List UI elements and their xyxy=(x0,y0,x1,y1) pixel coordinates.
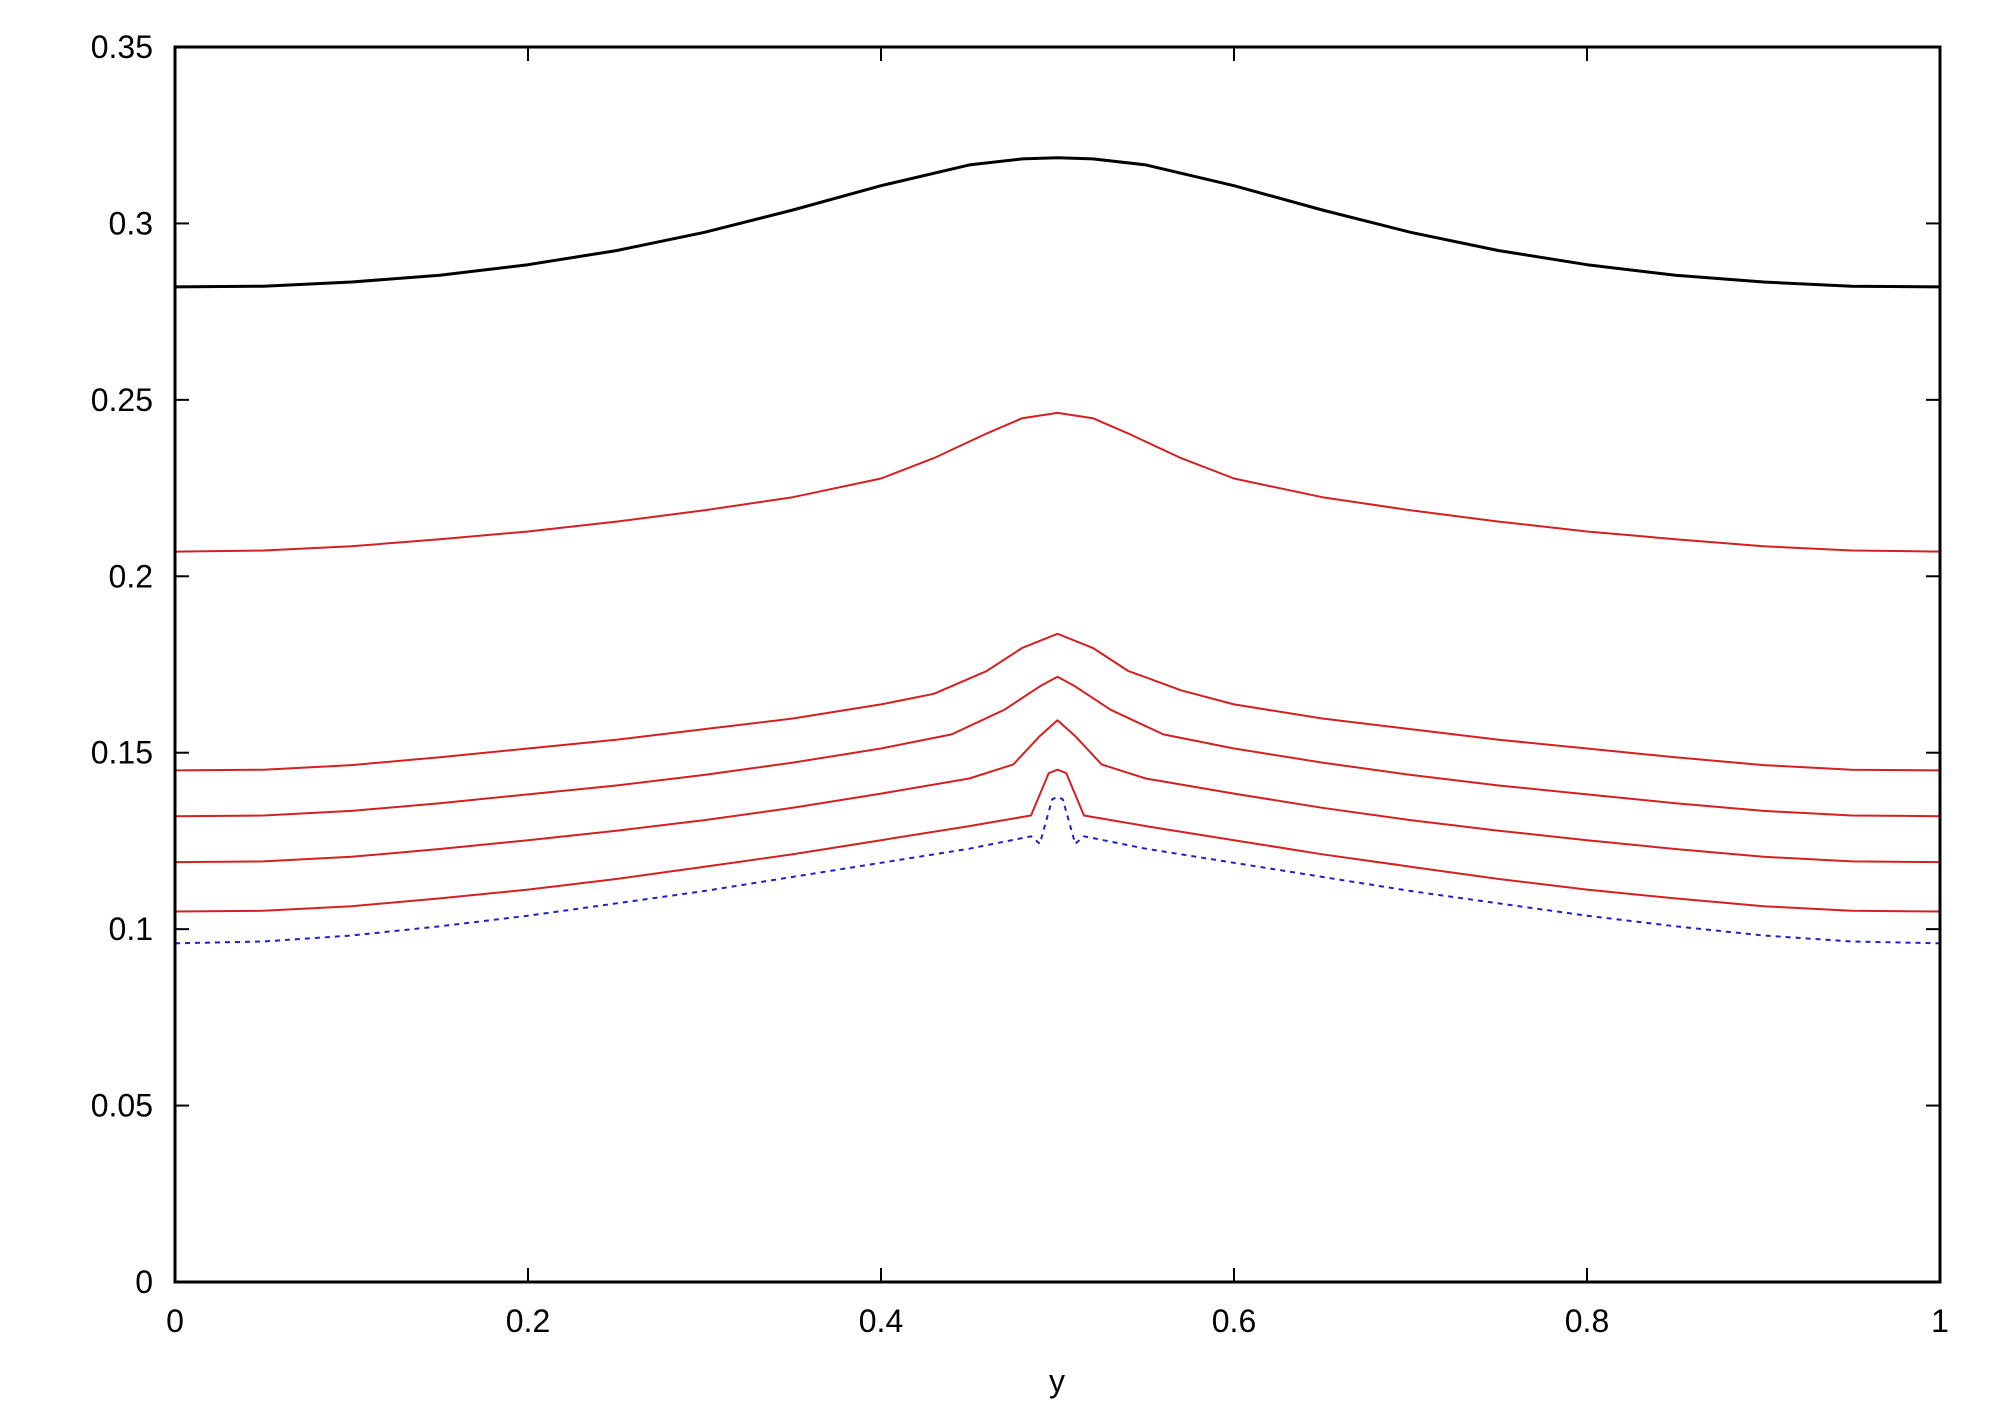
x-tick-label: 1 xyxy=(1931,1303,1949,1339)
x-tick-label: 0.2 xyxy=(506,1303,550,1339)
y-tick-label: 0.15 xyxy=(91,735,153,771)
plot-frame xyxy=(173,45,1942,1284)
x-tick-label: 0.8 xyxy=(1565,1303,1609,1339)
series-line-3 xyxy=(174,632,1941,772)
series-line-5 xyxy=(174,719,1941,864)
x-axis-label: y xyxy=(1049,1363,1065,1399)
series-line-2 xyxy=(174,411,1941,553)
y-tick-label: 0.35 xyxy=(91,29,153,65)
x-tick-label: 0 xyxy=(166,1303,184,1339)
series-line-4 xyxy=(174,675,1941,818)
y-tick-label: 0 xyxy=(135,1264,153,1300)
y-tick-label: 0.3 xyxy=(109,205,153,241)
x-tick-label: 0.4 xyxy=(859,1303,903,1339)
y-tick-label: 0.2 xyxy=(109,558,153,594)
ticks-layer: 0 0.2 0.4 0.6 0.8 1 0 0.05 0.1 0.15 0.2 0.25 0.3 0.35 xyxy=(91,29,1949,1339)
y-tick-label: 0.25 xyxy=(91,382,153,418)
y-tick-label: 0.05 xyxy=(91,1088,153,1124)
series-line-7 xyxy=(174,795,1941,945)
x-tick-label: 0.6 xyxy=(1212,1303,1256,1339)
y-tick-label: 0.1 xyxy=(109,911,153,947)
series-line-1 xyxy=(174,156,1941,289)
series-line-6 xyxy=(174,768,1941,913)
series-layer xyxy=(174,156,1941,945)
